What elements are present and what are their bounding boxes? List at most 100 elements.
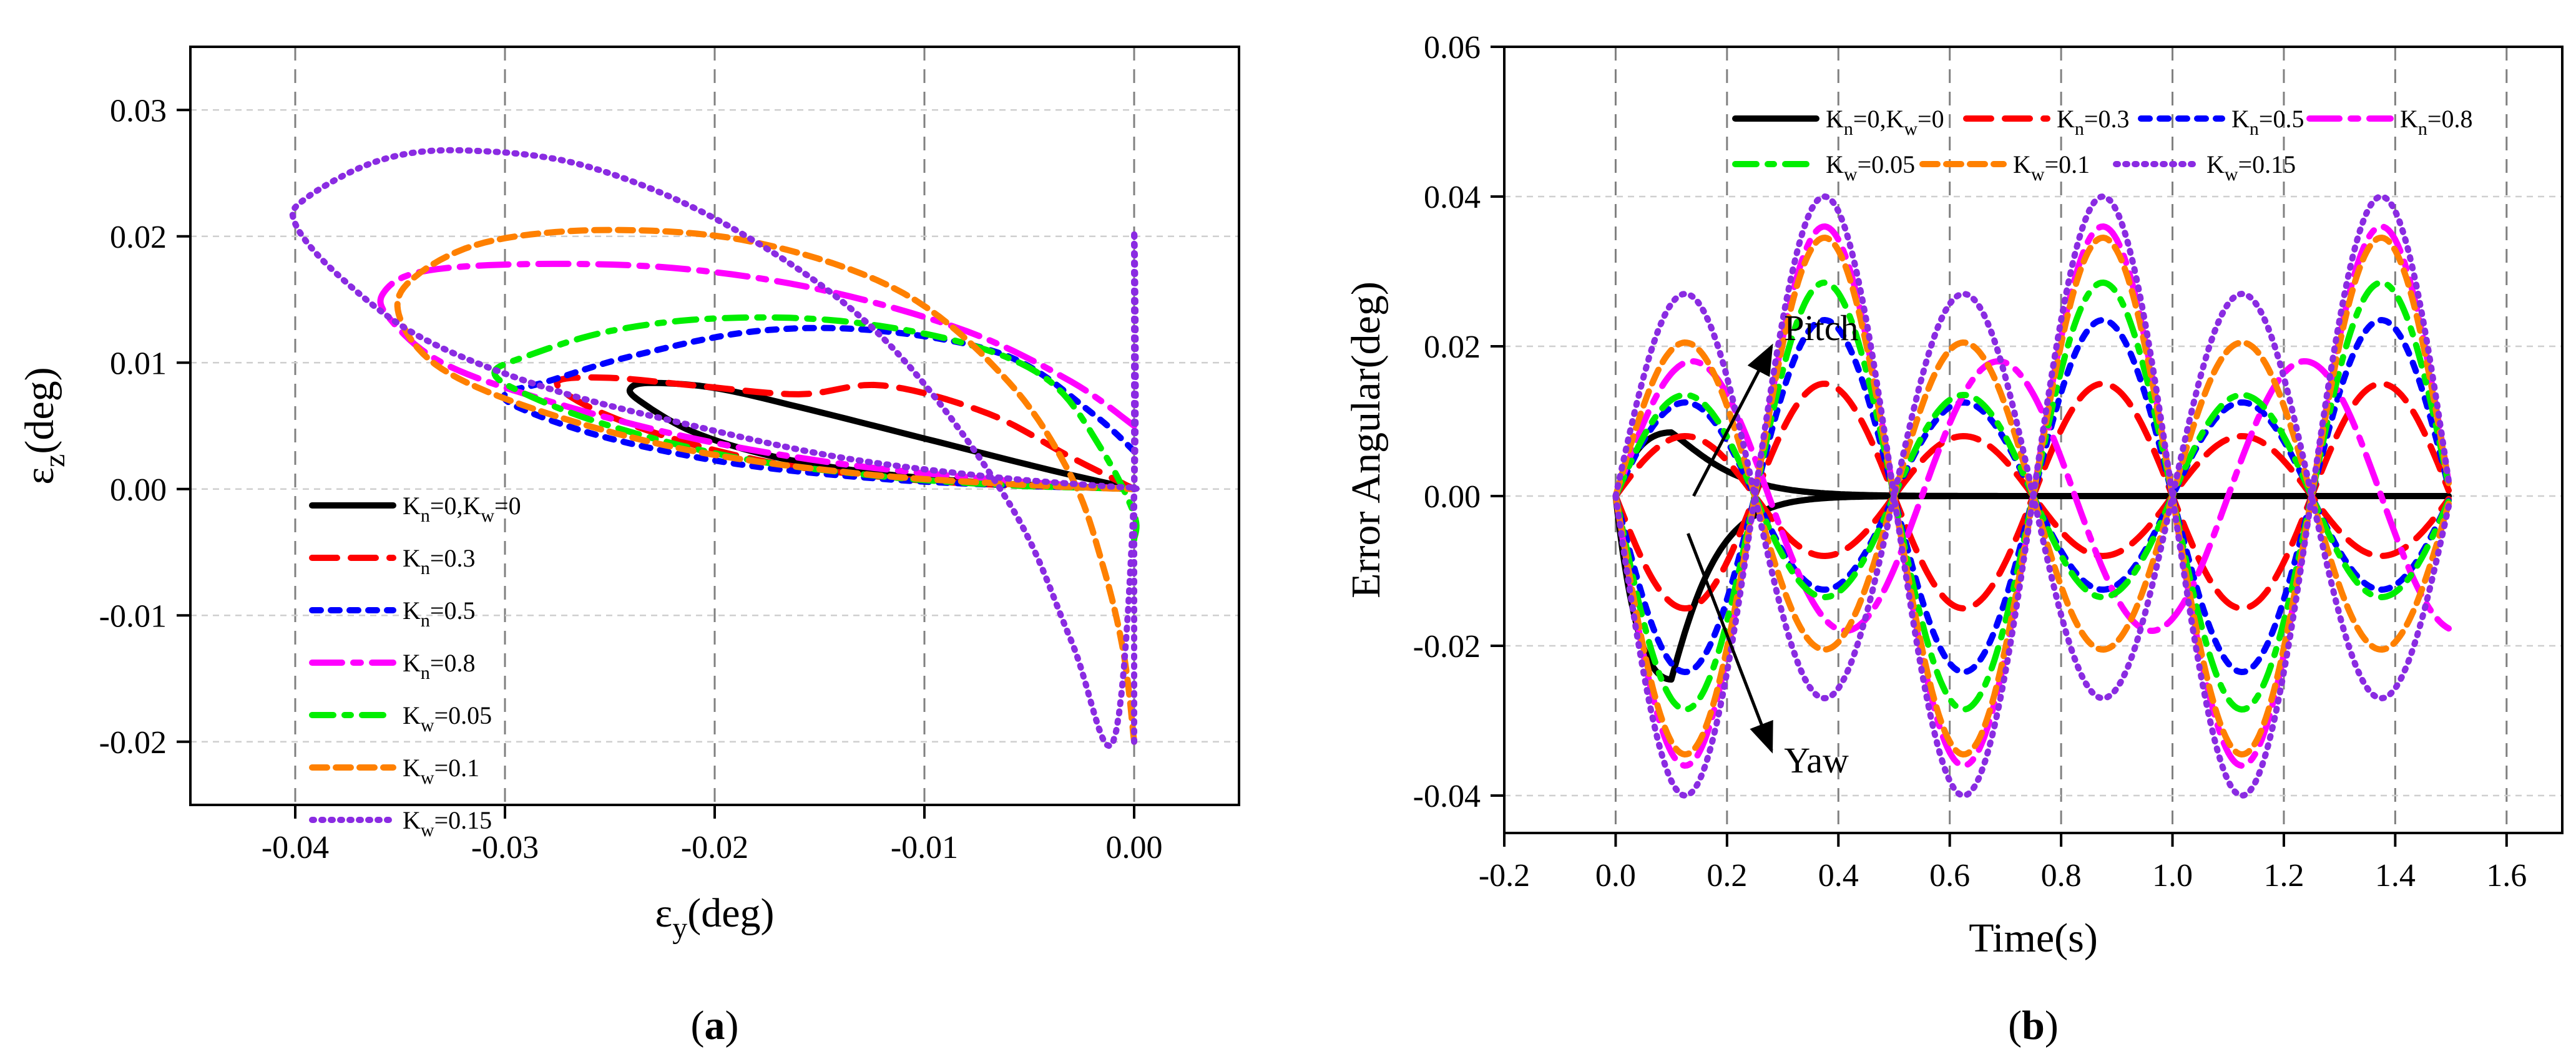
legend-label-rest: =0.05: [434, 701, 492, 729]
legend-label-main: K: [403, 649, 421, 677]
legend-label-rest2: =0: [1917, 105, 1944, 133]
legend-label: Kn=0.5: [403, 597, 475, 631]
annotation-arrow: [1692, 343, 1773, 497]
plot-frame: [189, 46, 1240, 806]
panel-label-open: (: [2008, 1003, 2022, 1048]
legend-label-rest: =0.3: [430, 544, 476, 572]
x-tick-label: -0.01: [891, 830, 958, 865]
y-tick-label: 0.03: [110, 93, 167, 129]
x-axis-title: Time(s): [1969, 915, 2098, 961]
legend-label-rest: =0.8: [430, 649, 476, 677]
legend-label-sub: n: [2418, 119, 2427, 139]
x-tick-label: 1.4: [2375, 858, 2416, 894]
legend-label-rest: =0.5: [430, 597, 476, 625]
legend-label-rest: =0.3: [2084, 105, 2130, 133]
legend-label-rest: =0.1: [2045, 150, 2090, 178]
legend-label-sub2: w: [481, 505, 494, 526]
panel-label: (b): [2008, 1003, 2059, 1048]
legend-label: Kn=0.3: [2057, 105, 2129, 139]
y-axis-title: εz(deg): [17, 367, 71, 484]
legend-label-main: K: [1826, 105, 1844, 133]
series-line-3-pitch: [1612, 358, 2452, 634]
legend-label-main: K: [2013, 150, 2031, 178]
legend-label-sub: w: [421, 820, 434, 840]
legend-label-rest2: =0: [494, 492, 521, 520]
legend-label-sub: w: [421, 767, 434, 788]
plot-frame: [1503, 46, 2564, 834]
legend-label-main: K: [2400, 105, 2418, 133]
legend-label-sub: w: [2031, 164, 2045, 185]
series-line-6-yaw: [1612, 193, 2452, 799]
legend-label-main: K: [403, 492, 421, 520]
y-tick-label: -0.02: [99, 725, 167, 761]
legend-label-main: K: [403, 754, 421, 782]
annotation-arrow: [1687, 533, 1773, 754]
series-line-3: [377, 260, 1137, 492]
legend-label-rest: =0,K: [1853, 105, 1904, 133]
panel-label: (a): [691, 1003, 739, 1048]
legend-label-main: K: [403, 544, 421, 572]
x-tick-label: 0.2: [1707, 858, 1747, 894]
legend-label-rest: =0.5: [2259, 105, 2304, 133]
x-tick-label: -0.2: [1479, 858, 1530, 894]
legend-label: Kw=0.05: [403, 701, 492, 736]
legend-label-main: K: [1826, 150, 1844, 178]
y-tick-label: 0.00: [1424, 479, 1481, 515]
legend-label-main: K: [2057, 105, 2075, 133]
y-tick-label: 0.02: [110, 220, 167, 255]
legend-label-sub: w: [1844, 164, 1858, 185]
chart-panel-a: -0.04 -0.03 -0.02 -0.01 0.00 -0.02 -0.01 0.00 0.…: [17, 46, 1240, 1048]
legend-label: Kw=0.15: [2206, 150, 2296, 185]
series-line-1: [554, 374, 1137, 492]
y-axis-title-sub: z: [38, 454, 71, 467]
legend-label: Kn=0.5: [2231, 105, 2304, 139]
legend-label-main: K: [403, 701, 421, 729]
x-tick-label: -0.02: [681, 830, 748, 865]
legend-label-rest: =0.1: [434, 754, 480, 782]
y-tick-label: 0.00: [110, 472, 167, 508]
legend-label: Kn=0.3: [403, 544, 475, 578]
panel-label-open: (: [691, 1003, 705, 1048]
legend-label-sub: n: [2250, 119, 2259, 139]
legend-label: Kn=0,Kw=0: [403, 492, 521, 526]
x-tick-label: 0.4: [1818, 858, 1859, 894]
legend-a: Kn=0,Kw=0Kn=0.3Kn=0.5Kn=0.8Kw=0.05Kw=0.1…: [309, 492, 521, 840]
series-line-5: [394, 226, 1137, 745]
x-axis-title-unit: (deg): [687, 890, 774, 936]
panel-label-letter: a: [705, 1003, 725, 1048]
x-tick-label: -0.03: [471, 830, 539, 865]
panel-label-letter: b: [2022, 1003, 2045, 1048]
x-tick-label: 1.2: [2263, 858, 2304, 894]
x-tick-label: 0.0: [1595, 858, 1636, 894]
legend-label-rest: =0.15: [2238, 150, 2296, 178]
y-tick-label: 0.06: [1424, 30, 1481, 66]
y-axis-title-unit: (deg): [17, 367, 62, 454]
y-tick-label: -0.04: [1413, 779, 1481, 814]
legend-label-sub: n: [421, 610, 430, 631]
legend-label-rest: =0.05: [1858, 150, 1916, 178]
annotation-label: Yaw: [1784, 740, 1849, 781]
legend-label: Kw=0.15: [403, 806, 492, 840]
legend-label: Kw=0.1: [2013, 150, 2090, 185]
x-tick-label: 1.0: [2152, 858, 2193, 894]
legend-label: Kw=0.05: [1826, 150, 1915, 185]
annotation-label: Pitch: [1784, 308, 1858, 348]
legend-label-sub2: w: [1904, 119, 1917, 139]
legend-label-sub: n: [421, 558, 430, 578]
legend-label-sub: n: [421, 663, 430, 683]
x-tick-label: 1.6: [2486, 858, 2527, 894]
legend-label-main: K: [2231, 105, 2250, 133]
legend-label-sub: n: [421, 505, 430, 526]
legend-label: Kn=0,Kw=0: [1826, 105, 1944, 139]
y-tick-label: 0.01: [110, 346, 167, 381]
legend-label: Kn=0.8: [403, 649, 475, 683]
legend-label: Kw=0.1: [403, 754, 479, 788]
x-tick-label: 0.00: [1106, 830, 1163, 865]
legend-label-rest: =0.15: [434, 806, 492, 834]
y-axis-title-main: ε: [17, 467, 62, 485]
chart-panel-b: -0.2 0.0 0.2 0.4 0.6 0.8 1.0 1.2 1.4 1.6 -0.04 -0.0…: [1343, 30, 2564, 1048]
x-tick-label: 0.8: [2041, 858, 2082, 894]
legend-label-sub: n: [1844, 119, 1853, 139]
x-tick-label: 0.6: [1929, 858, 1970, 894]
